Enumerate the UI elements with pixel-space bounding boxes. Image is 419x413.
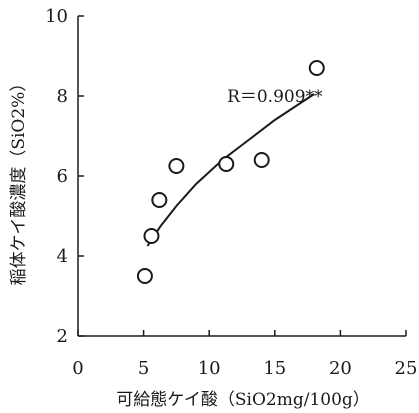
x-ticks: 0 5 10 15 20 25	[72, 330, 417, 379]
data-point	[151, 192, 168, 208]
y-axis-title: 稲体ケイ酸濃度（SiO2%）	[9, 75, 29, 286]
x-axis-title: 可給態ケイ酸（SiO2mg/100g）	[116, 390, 370, 410]
data-point	[136, 268, 153, 284]
data-point	[253, 152, 270, 168]
correlation-annotation: R＝0.909**	[227, 87, 323, 107]
x-tick-label: 10	[198, 358, 221, 379]
data-point	[218, 156, 235, 172]
x-tick-label: 5	[138, 358, 149, 379]
y-tick-label: 2	[57, 326, 68, 347]
axes	[77, 16, 406, 337]
trendline	[146, 93, 315, 247]
data-point	[308, 60, 325, 76]
y-ticks: 2 4 6 8 10	[45, 6, 84, 347]
x-tick-label: 20	[329, 358, 352, 379]
x-tick-label: 25	[395, 358, 418, 379]
data-point	[143, 228, 160, 244]
x-tick-label: 0	[72, 358, 83, 379]
y-tick-label: 4	[57, 246, 68, 267]
x-tick-label: 15	[263, 358, 286, 379]
y-tick-label: 8	[57, 86, 68, 107]
y-tick-label: 10	[45, 6, 68, 27]
data-point	[168, 158, 185, 174]
y-tick-label: 6	[57, 166, 68, 187]
data-points	[136, 60, 325, 284]
